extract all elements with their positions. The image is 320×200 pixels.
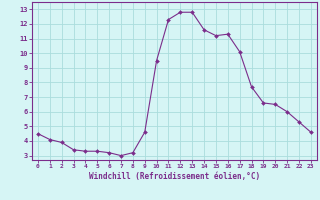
X-axis label: Windchill (Refroidissement éolien,°C): Windchill (Refroidissement éolien,°C): [89, 172, 260, 181]
